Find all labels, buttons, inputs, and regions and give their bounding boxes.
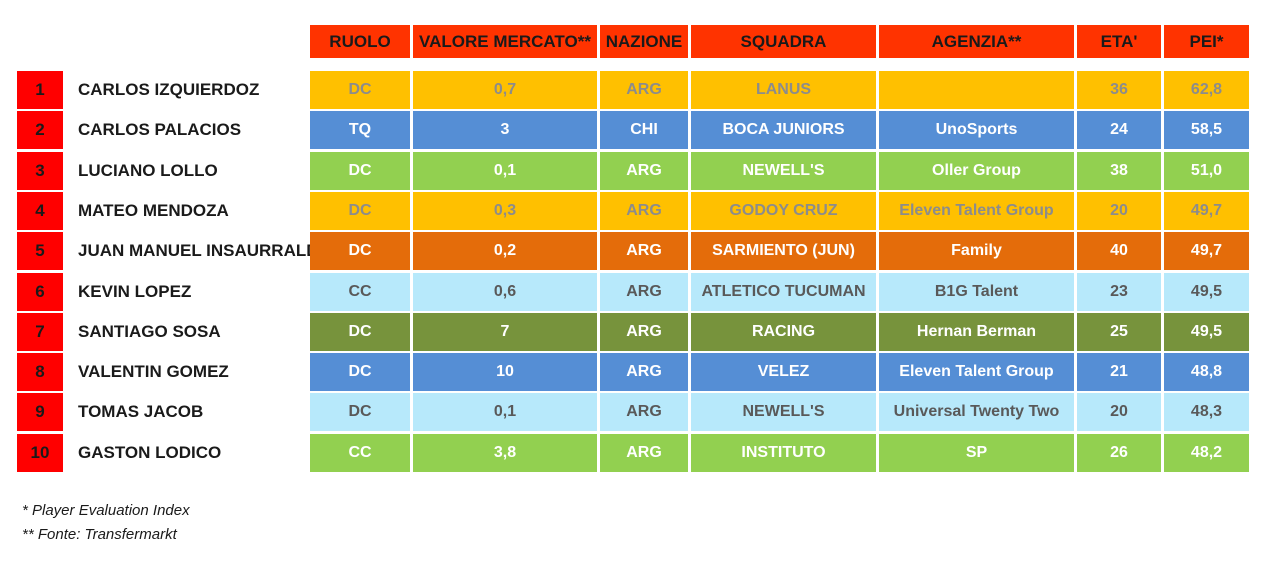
cell-ruolo: DC [310, 152, 410, 190]
cell-pei: 58,5 [1164, 111, 1249, 149]
player-name: MATEO MENDOZA [78, 201, 229, 220]
cell-eta: 38 [1077, 152, 1161, 190]
cell-squadra: LANUS [691, 71, 876, 109]
cell-valore-mercato: 10 [413, 353, 597, 391]
cell-ruolo: TQ [310, 111, 410, 149]
cell-agenzia: Family [879, 232, 1074, 270]
cell-nazione: ARG [600, 273, 688, 311]
cell-eta: 25 [1077, 313, 1161, 351]
header-eta: ETA' [1077, 25, 1161, 58]
cell-ruolo: DC [310, 313, 410, 351]
footnote-source: ** Fonte: Transfermarkt [22, 526, 177, 543]
cell-eta: 20 [1077, 393, 1161, 431]
cell-pei: 48,8 [1164, 353, 1249, 391]
cell-pei: 49,7 [1164, 192, 1249, 230]
rank-badge: 1 [17, 71, 63, 109]
cell-nazione: ARG [600, 152, 688, 190]
cell-squadra: ATLETICO TUCUMAN [691, 273, 876, 311]
cell-agenzia: Hernan Berman [879, 313, 1074, 351]
header-ruolo: RUOLO [310, 25, 410, 58]
cell-nazione: ARG [600, 71, 688, 109]
cell-valore-mercato: 0,1 [413, 152, 597, 190]
cell-nazione: ARG [600, 232, 688, 270]
player-name: TOMAS JACOB [78, 402, 204, 421]
cell-eta: 24 [1077, 111, 1161, 149]
cell-eta: 21 [1077, 353, 1161, 391]
cell-nazione: ARG [600, 313, 688, 351]
cell-ruolo: DC [310, 232, 410, 270]
cell-agenzia: Eleven Talent Group [879, 192, 1074, 230]
rank-badge: 4 [17, 192, 63, 230]
player-name: SANTIAGO SOSA [78, 322, 221, 341]
cell-agenzia [879, 71, 1074, 109]
cell-pei: 49,7 [1164, 232, 1249, 270]
cell-pei: 49,5 [1164, 313, 1249, 351]
cell-valore-mercato: 0,6 [413, 273, 597, 311]
cell-squadra: VELEZ [691, 353, 876, 391]
cell-nazione: ARG [600, 393, 688, 431]
cell-eta: 36 [1077, 71, 1161, 109]
cell-eta: 20 [1077, 192, 1161, 230]
cell-agenzia: SP [879, 434, 1074, 472]
footnote-pei: * Player Evaluation Index [22, 502, 190, 519]
rank-badge: 3 [17, 152, 63, 190]
cell-ruolo: DC [310, 393, 410, 431]
cell-agenzia: Eleven Talent Group [879, 353, 1074, 391]
cell-nazione: ARG [600, 353, 688, 391]
cell-nazione: CHI [600, 111, 688, 149]
cell-squadra: NEWELL'S [691, 152, 876, 190]
cell-valore-mercato: 3,8 [413, 434, 597, 472]
cell-pei: 48,3 [1164, 393, 1249, 431]
cell-valore-mercato: 7 [413, 313, 597, 351]
player-name: JUAN MANUEL INSAURRALDE [78, 241, 310, 260]
cell-pei: 48,2 [1164, 434, 1249, 472]
cell-pei: 62,8 [1164, 71, 1249, 109]
header-valore-mercato: VALORE MERCATO** [413, 25, 597, 58]
cell-squadra: NEWELL'S [691, 393, 876, 431]
cell-squadra: SARMIENTO (JUN) [691, 232, 876, 270]
cell-valore-mercato: 0,3 [413, 192, 597, 230]
rank-badge: 2 [17, 111, 63, 149]
cell-valore-mercato: 0,2 [413, 232, 597, 270]
cell-agenzia: Oller Group [879, 152, 1074, 190]
player-name: KEVIN LOPEZ [78, 282, 192, 301]
player-name: CARLOS PALACIOS [78, 120, 242, 139]
player-name: GASTON LODICO [78, 443, 222, 462]
rank-badge: 5 [17, 232, 63, 270]
cell-valore-mercato: 3 [413, 111, 597, 149]
cell-ruolo: CC [310, 434, 410, 472]
cell-squadra: GODOY CRUZ [691, 192, 876, 230]
cell-pei: 51,0 [1164, 152, 1249, 190]
cell-nazione: ARG [600, 192, 688, 230]
player-name: CARLOS IZQUIERDOZ [78, 80, 260, 99]
player-name: VALENTIN GOMEZ [78, 362, 229, 381]
cell-agenzia: B1G Talent [879, 273, 1074, 311]
cell-squadra: BOCA JUNIORS [691, 111, 876, 149]
cell-valore-mercato: 0,7 [413, 71, 597, 109]
rank-badge: 8 [17, 353, 63, 391]
rank-badge: 10 [17, 434, 63, 472]
header-agenzia: AGENZIA** [879, 25, 1074, 58]
rank-badge: 6 [17, 273, 63, 311]
cell-ruolo: DC [310, 71, 410, 109]
cell-ruolo: CC [310, 273, 410, 311]
cell-agenzia: UnoSports [879, 111, 1074, 149]
rank-badge: 7 [17, 313, 63, 351]
header-pei: PEI* [1164, 25, 1249, 58]
player-name: LUCIANO LOLLO [78, 161, 218, 180]
cell-ruolo: DC [310, 353, 410, 391]
cell-eta: 26 [1077, 434, 1161, 472]
cell-valore-mercato: 0,1 [413, 393, 597, 431]
cell-pei: 49,5 [1164, 273, 1249, 311]
rank-badge: 9 [17, 393, 63, 431]
cell-squadra: INSTITUTO [691, 434, 876, 472]
cell-eta: 40 [1077, 232, 1161, 270]
header-squadra: SQUADRA [691, 25, 876, 58]
cell-eta: 23 [1077, 273, 1161, 311]
cell-squadra: RACING [691, 313, 876, 351]
header-nazione: NAZIONE [600, 25, 688, 58]
cell-nazione: ARG [600, 434, 688, 472]
cell-ruolo: DC [310, 192, 410, 230]
cell-agenzia: Universal Twenty Two [879, 393, 1074, 431]
